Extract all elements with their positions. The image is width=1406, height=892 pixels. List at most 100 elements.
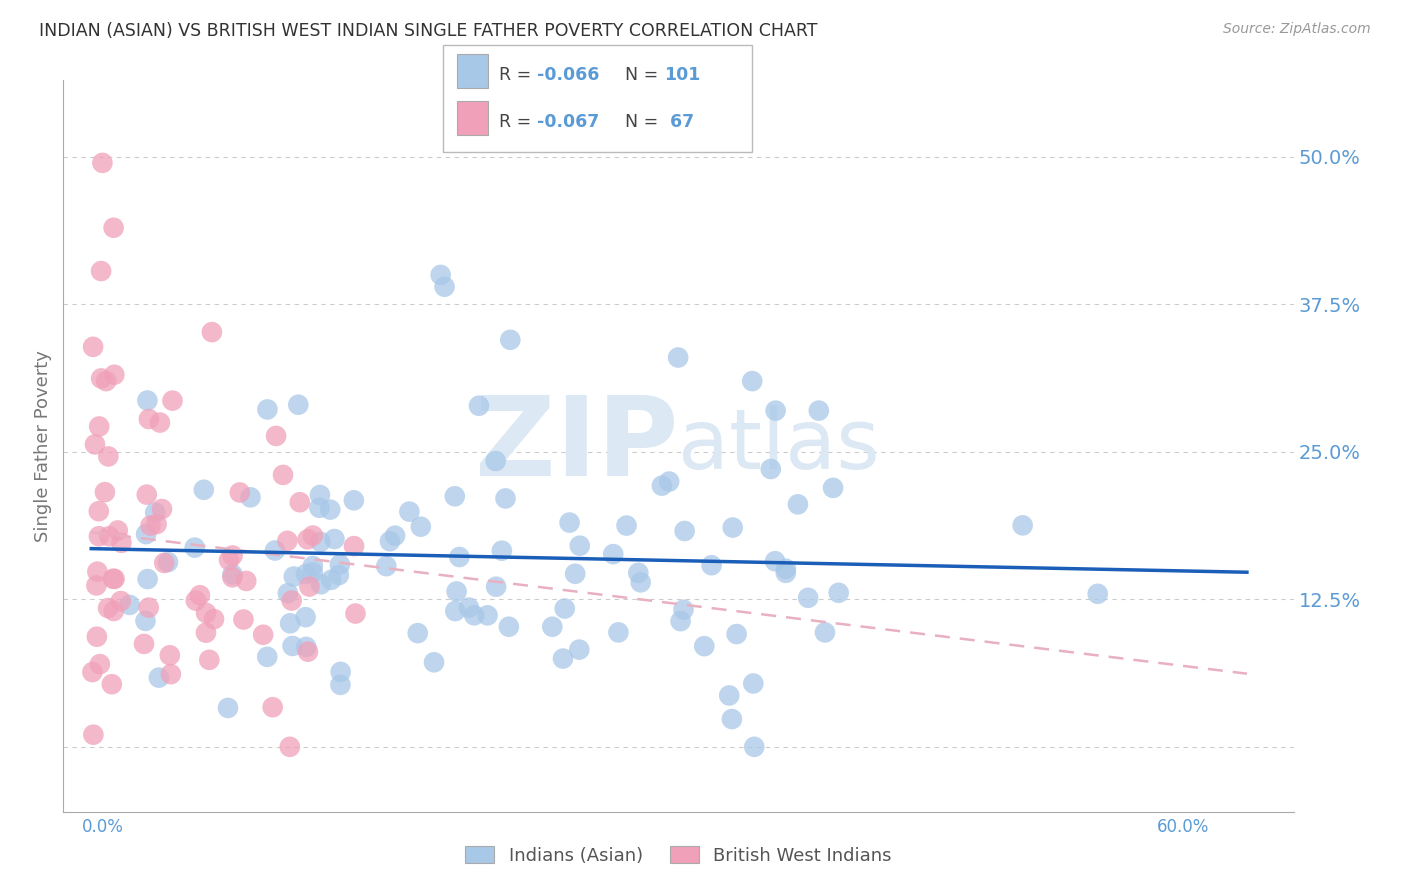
Point [149,416,172,430]
Point [184,593,207,607]
Point [135,527,157,541]
Text: N =: N = [614,66,664,84]
Point [302,558,325,573]
Point [329,558,352,572]
Point [672,602,695,616]
Point [343,493,366,508]
Point [329,678,352,692]
Point [742,739,765,754]
Point [564,566,586,581]
Point [153,556,176,570]
Point [485,454,508,468]
Point [103,220,125,235]
Point [288,495,311,509]
Point [429,268,451,282]
Point [309,534,332,549]
Point [136,393,159,408]
Point [87,529,110,543]
Point [1087,587,1109,601]
Point [673,524,696,538]
Point [765,403,787,417]
Y-axis label: Single Father Poverty: Single Father Poverty [34,350,52,542]
Point [759,462,782,476]
Point [118,598,141,612]
Point [329,665,352,679]
Point [384,529,406,543]
Point [256,649,278,664]
Point [159,648,181,663]
Point [499,333,522,347]
Point [485,580,508,594]
Point [221,549,243,563]
Point [145,517,167,532]
Point [551,651,574,665]
Point [134,614,156,628]
Point [343,539,366,553]
Point [86,578,108,592]
Point [101,572,124,586]
Point [321,573,343,587]
Point [446,584,468,599]
Point [814,625,837,640]
Point [194,625,217,640]
Point [150,502,173,516]
Point [89,657,111,672]
Point [262,700,284,714]
Point [276,533,298,548]
Point [138,600,160,615]
Point [700,558,723,573]
Point [193,483,215,497]
Point [495,491,517,506]
Point [375,559,398,574]
Point [308,500,330,515]
Point [787,497,810,511]
Point [568,642,591,657]
Point [229,485,252,500]
Point [294,610,316,624]
Point [498,620,520,634]
Point [143,506,166,520]
Point [103,604,125,618]
Text: 101: 101 [664,66,700,84]
Point [202,612,225,626]
Text: 67: 67 [664,112,693,130]
Point [541,620,564,634]
Point [319,502,342,516]
Point [103,368,125,382]
Point [87,504,110,518]
Text: 60.0%: 60.0% [1157,818,1209,836]
Point [298,580,321,594]
Point [658,475,681,489]
Point [433,279,456,293]
Point [742,676,765,690]
Point [94,485,117,500]
Point [221,570,243,584]
Point [775,566,797,580]
Point [309,488,332,502]
Point [136,572,159,586]
Legend: Indians (Asian), British West Indians: Indians (Asian), British West Indians [458,839,898,872]
Point [162,393,184,408]
Point [188,588,211,602]
Point [807,403,830,417]
Point [444,604,467,618]
Point [491,543,513,558]
Point [264,543,287,558]
Point [741,374,763,388]
Point [725,627,748,641]
Point [97,601,120,615]
Point [101,677,124,691]
Point [827,586,849,600]
Point [86,565,108,579]
Point [409,519,432,533]
Text: -0.066: -0.066 [537,66,599,84]
Point [297,645,319,659]
Point [558,516,581,530]
Point [457,600,479,615]
Point [328,568,350,582]
Point [378,534,401,549]
Point [135,488,157,502]
Point [217,701,239,715]
Point [398,505,420,519]
Point [160,667,183,681]
